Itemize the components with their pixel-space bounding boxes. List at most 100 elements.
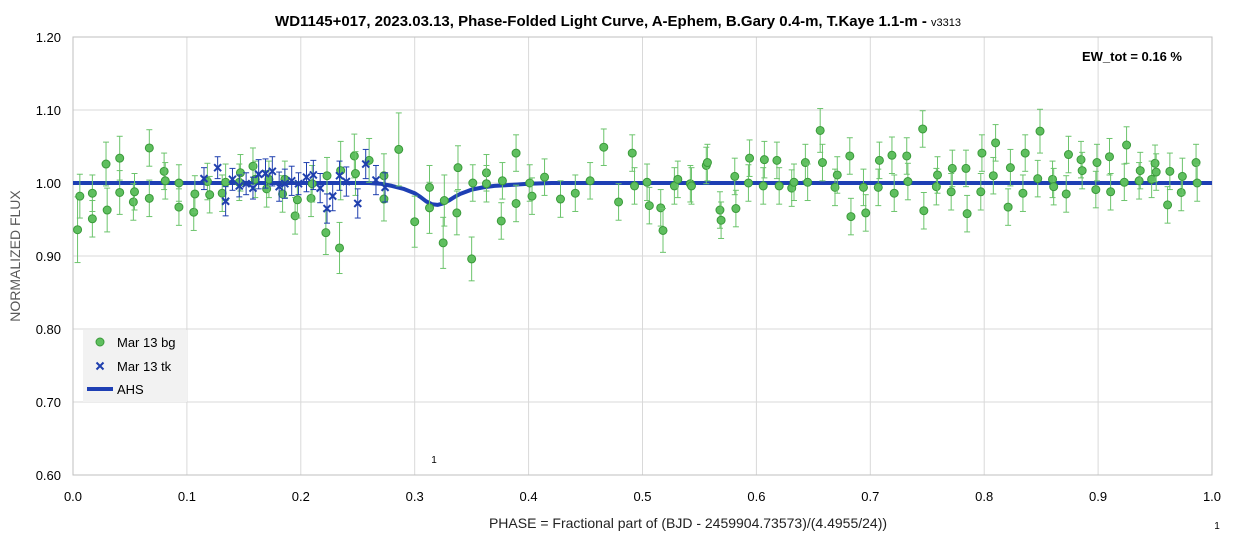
bg-data-point [1092, 158, 1102, 168]
bg-data-point [174, 202, 184, 212]
x-tick-label: 0.2 [292, 489, 310, 504]
bg-data-point [248, 161, 258, 171]
tk-data-point [309, 170, 318, 180]
bg-data-point [627, 148, 637, 158]
bg-data-point [115, 153, 125, 163]
tk-series-points [199, 148, 390, 224]
bg-data-point [1165, 166, 1175, 176]
bg-data-point [292, 195, 302, 205]
tk-data-point [294, 179, 303, 188]
bg-data-point [496, 216, 506, 226]
bg-data-point [673, 174, 683, 184]
x-tick-label: 0.3 [406, 489, 424, 504]
bg-data-point [918, 124, 928, 134]
bg-data-point [1192, 178, 1202, 188]
bg-data-point [115, 187, 125, 197]
bg-data-point [467, 254, 477, 264]
x-tick-label: 0.0 [64, 489, 82, 504]
x-tick-label: 0.8 [975, 489, 993, 504]
bg-data-point [988, 171, 998, 181]
x-tick-label: 0.7 [861, 489, 879, 504]
bg-data-point [642, 177, 652, 187]
bg-data-point [335, 243, 345, 253]
bg-data-point [715, 205, 725, 215]
bg-data-point [585, 176, 595, 186]
bg-data-point [830, 182, 840, 192]
y-tick-label: 0.80 [36, 322, 61, 337]
tk-data-point [361, 159, 370, 169]
bg-data-point [468, 178, 478, 188]
tk-data-point [322, 204, 332, 213]
bg-data-point [394, 144, 404, 154]
bg-data-point [644, 201, 654, 211]
bg-data-point [800, 158, 810, 168]
legend-tk-marker [95, 361, 105, 371]
bg-data-point [1077, 166, 1087, 176]
bg-data-point [128, 197, 138, 207]
tk-data-point [228, 175, 237, 184]
bg-data-point [599, 142, 609, 152]
bg-data-point [264, 174, 274, 184]
bg-data-point [174, 178, 184, 188]
bg-data-point [947, 163, 957, 173]
bg-data-point [630, 181, 640, 191]
bg-data-point [144, 193, 154, 203]
bg-data-point [497, 176, 507, 186]
tk-data-point [221, 197, 230, 206]
bg-data-point [101, 159, 111, 169]
bg-data-point [290, 211, 300, 221]
bg-data-point [555, 194, 565, 204]
bg-data-point [658, 225, 668, 235]
bg-data-point [1177, 171, 1187, 181]
bg-data-point [217, 188, 227, 198]
bg-data-point [1119, 177, 1129, 187]
tk-data-point [315, 183, 325, 193]
bg-data-point [1018, 188, 1028, 198]
bg-data-point [774, 181, 784, 191]
bg-data-point [815, 125, 825, 135]
bg-data-point [976, 187, 986, 197]
bg-data-point [873, 182, 883, 192]
bg-data-point [743, 178, 753, 188]
bg-data-point [731, 204, 741, 214]
x-tick-label: 0.6 [747, 489, 765, 504]
bg-data-point [190, 189, 200, 199]
bg-data-point [832, 170, 842, 180]
y-axis-ticks: 0.60 0.70 0.80 0.90 1.00 1.10 1.20 [36, 30, 61, 483]
tk-data-point [199, 174, 209, 183]
bg-data-point [349, 151, 359, 161]
bg-data-point [511, 198, 521, 208]
legend-bg-marker [95, 337, 105, 347]
bg-data-point [1048, 174, 1058, 184]
bg-data-point [102, 205, 112, 215]
bg-data-point [438, 238, 448, 248]
ew-tot-annotation: EW_tot = 0.16 % [1082, 49, 1182, 64]
legend-label: Mar 13 tk [117, 359, 172, 374]
bg-data-point [889, 188, 899, 198]
tk-data-point [328, 191, 337, 201]
y-tick-label: 1.20 [36, 30, 61, 45]
bg-data-point [745, 153, 755, 163]
bg-data-point [306, 193, 316, 203]
bg-data-point [1135, 166, 1145, 176]
bg-data-point [144, 143, 154, 153]
tk-data-point [261, 169, 270, 178]
bg-data-point [525, 178, 535, 188]
bg-data-point [977, 148, 987, 158]
bg-data-point [919, 206, 929, 216]
bg-data-point [1061, 189, 1071, 199]
bg-data-point [702, 158, 712, 168]
bg-data-point [453, 163, 463, 173]
bg-data-point [481, 179, 491, 189]
plot-area-border [72, 36, 1213, 476]
bg-data-point [1134, 176, 1144, 186]
tk-data-point [353, 199, 362, 208]
bg-data-point [1191, 158, 1201, 168]
bg-data-point [527, 191, 537, 201]
bg-data-point [614, 197, 624, 207]
bg-data-point [730, 171, 740, 181]
bg-data-point [130, 187, 140, 197]
y-tick-label: 1.00 [36, 176, 61, 191]
bg-data-point [452, 208, 462, 218]
